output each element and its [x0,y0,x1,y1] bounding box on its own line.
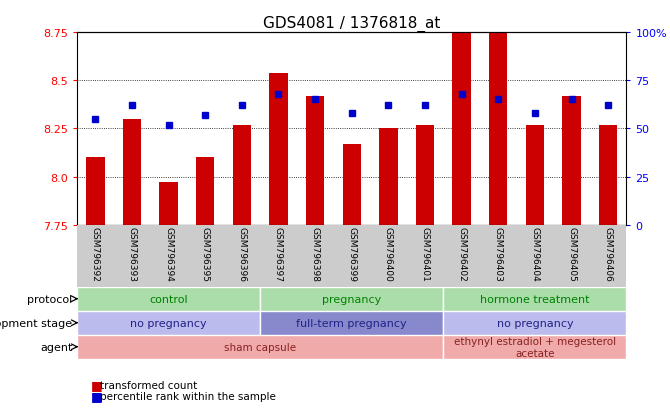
Bar [342,145,361,225]
Text: GSM796392: GSM796392 [91,226,100,281]
Text: GSM796404: GSM796404 [531,226,539,281]
Bar [77,311,260,335]
Bar [444,335,626,359]
Text: ■: ■ [90,389,103,402]
Text: GSM796402: GSM796402 [457,226,466,281]
Bar [562,96,581,225]
Text: pregnancy: pregnancy [322,294,381,304]
Bar [444,287,626,311]
Text: GSM796399: GSM796399 [347,226,356,281]
Text: control: control [149,294,188,304]
Text: GSM796401: GSM796401 [421,226,429,281]
Text: GSM796405: GSM796405 [567,226,576,281]
Bar [379,129,397,225]
Text: ■: ■ [90,378,103,392]
Bar [416,125,434,225]
Text: sham capsule: sham capsule [224,342,296,352]
Text: hormone treatment: hormone treatment [480,294,590,304]
Text: agent: agent [40,342,72,352]
Text: GSM796406: GSM796406 [604,226,612,281]
Bar [260,311,444,335]
Bar [526,125,544,225]
Bar [77,335,444,359]
Text: GSM796398: GSM796398 [311,226,320,281]
Bar [444,311,626,335]
Text: percentile rank within the sample: percentile rank within the sample [100,391,276,401]
Text: protocol: protocol [27,294,72,304]
Bar [306,96,324,225]
Text: development stage: development stage [0,318,72,328]
Text: GSM796403: GSM796403 [494,226,502,281]
Text: GSM796395: GSM796395 [201,226,210,281]
Bar [260,287,444,311]
Bar [489,16,507,225]
Text: transformed count: transformed count [100,380,198,390]
Text: full-term pregnancy: full-term pregnancy [296,318,407,328]
Bar [159,183,178,225]
Text: GSM796396: GSM796396 [237,226,247,281]
Text: ethynyl estradiol + megesterol
acetate: ethynyl estradiol + megesterol acetate [454,336,616,358]
Text: no pregnancy: no pregnancy [496,318,574,328]
Text: GSM796400: GSM796400 [384,226,393,281]
Bar [599,125,617,225]
Bar [123,119,141,225]
Title: GDS4081 / 1376818_at: GDS4081 / 1376818_at [263,16,440,32]
Bar [232,125,251,225]
Text: no pregnancy: no pregnancy [130,318,207,328]
Text: GSM796394: GSM796394 [164,226,173,281]
Bar [452,8,471,225]
Text: GSM796397: GSM796397 [274,226,283,281]
Bar [86,158,105,225]
Bar [77,287,260,311]
Text: GSM796393: GSM796393 [127,226,137,281]
Bar [269,74,287,225]
Bar [196,158,214,225]
